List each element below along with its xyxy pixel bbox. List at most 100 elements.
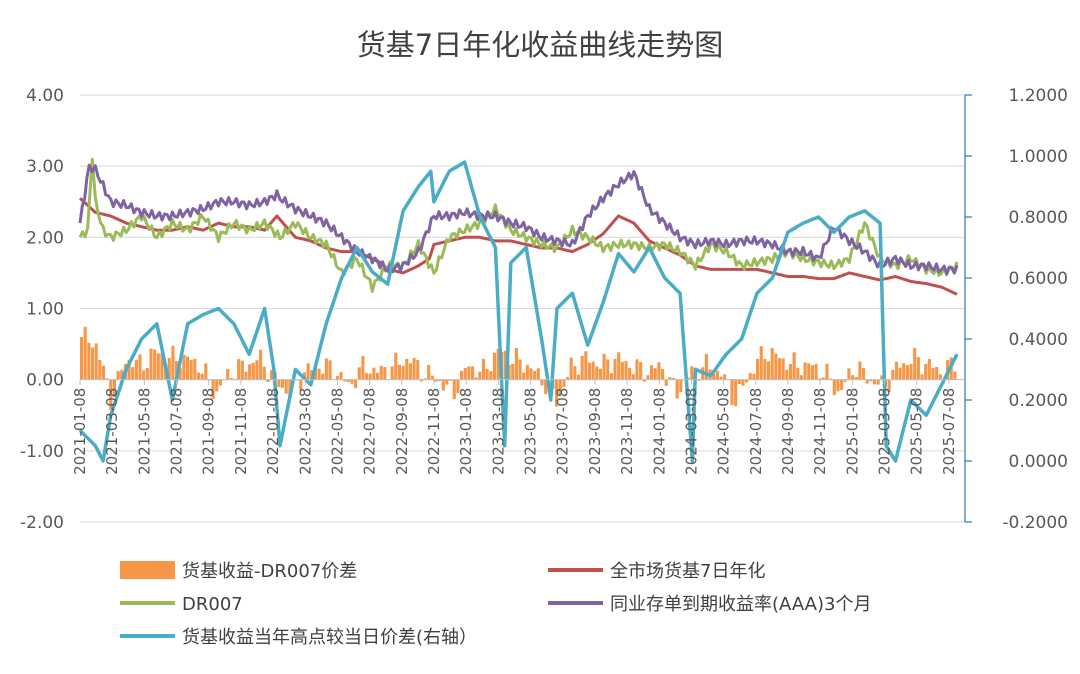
x-tick-label: 2022-05-08 [328,388,346,475]
spread-bar [237,359,241,380]
left-tick-label: 3.00 [26,157,64,177]
spread-bar [671,378,676,380]
spread-bar [335,376,339,380]
spread-bar [832,379,836,395]
spread-bar [814,363,818,380]
chart-title: 货基7日年化收益曲线走势图 [357,28,723,62]
spread-bar [719,376,723,380]
spread-bar [185,356,190,380]
spread-bar [558,379,562,395]
market-line [78,197,958,296]
spread-bar [489,371,493,380]
spread-bar [788,364,793,380]
spread-bar [215,379,219,392]
spread-bar [441,379,445,391]
left-tick-label: 1.00 [26,300,64,320]
spread-bar [807,363,811,380]
spread-bar [931,368,935,380]
spread-bar [427,364,431,380]
spread-bar [544,379,548,395]
spread-bar [704,354,708,380]
x-tick-label: 2023-03-08 [489,388,507,475]
spread-bar [668,377,672,380]
spread-bar [653,368,657,380]
spread-bar [449,379,453,381]
spread-bar [112,379,116,397]
spread-bar [785,369,789,380]
spread-bar [474,377,478,380]
spread-bar [580,355,584,380]
spread-bar [98,359,102,380]
spread-bar [690,366,694,380]
spread-bar [496,348,500,380]
spread-bar [602,353,606,380]
spread-bar [635,359,639,380]
spread-bar [401,365,405,380]
spread-bar [536,368,540,380]
x-tick-label: 2022-07-08 [361,388,379,475]
spread-bar [350,379,354,384]
spread-bar [394,352,398,380]
spread-bar [277,379,281,388]
spread-bar [810,365,814,380]
spread-bar [280,379,285,388]
spread-bar [953,371,957,380]
spread-bar [317,368,321,380]
legend-label-dr007: DR007 [182,594,243,615]
spread-bar [105,378,109,380]
spread-bar [492,352,497,380]
spread-bar [924,363,928,380]
spread-bar [127,359,131,380]
spread-bar [94,343,98,380]
spread-bar [927,358,931,380]
spread-bar [196,372,201,380]
spread-bar [829,378,833,380]
spread-bar [200,373,204,380]
spread-bar [430,375,434,380]
spread-bar [153,349,157,380]
spread-bar [189,360,193,380]
legend: 货基收益-DR007价差 全市场货基7日年化 DR007 同业存单到期收益率(AAA)… [120,561,871,648]
spread-bar [346,379,350,382]
spread-bar [880,375,884,380]
spread-bar [379,365,383,380]
legend-label-market: 全市场货基7日年化 [610,561,765,582]
spread-bar [503,350,507,380]
spread-bar [131,367,135,380]
spread-bar [803,362,807,380]
spread-bar [584,351,588,380]
x-tick-label: 2025-05-08 [908,388,926,475]
x-tick-label: 2025-01-08 [843,388,861,475]
spread-bar [576,374,581,380]
spread-bar [854,376,858,380]
spread-bar [90,347,95,380]
spread-bar [595,366,599,380]
left-tick-label: -1.00 [20,442,64,462]
spread-bar [631,374,635,380]
spread-bar [818,378,822,380]
right-tick-label: 0.4000 [1009,330,1068,350]
spread-bar [734,379,738,407]
x-tick-label: 2021-07-08 [168,388,186,475]
spread-bar [609,373,613,380]
spread-bar [339,371,343,380]
spread-bar [134,359,138,380]
spread-bar [142,370,146,380]
x-tick-label: 2024-11-08 [811,388,829,475]
spread-bar [657,362,661,380]
spread-bar [511,363,515,380]
spread-bar [821,377,825,380]
spread-bar [916,357,920,380]
series-lines [78,157,959,463]
legend-label-ncd: 同业存单到期收益率(AAA)3个月 [610,594,871,615]
spread-bar [679,379,683,393]
spread-bar [456,379,460,394]
spread-bar [697,379,701,381]
spread-bar [587,362,592,380]
spread-bar [799,375,803,380]
spread-bar [160,353,164,380]
spread-bar [617,352,621,380]
spread-bar [321,373,325,380]
spread-bar [412,358,416,380]
